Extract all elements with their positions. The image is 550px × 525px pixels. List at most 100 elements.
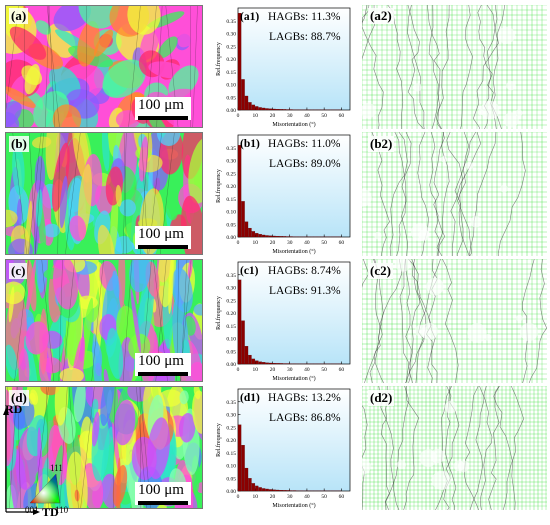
histogram-bar: [248, 478, 252, 492]
grain: [192, 390, 202, 434]
x-tick-label: 0: [237, 113, 240, 119]
grain-boundary-line: [123, 133, 127, 254]
grain-boundary-line: [28, 133, 42, 254]
grain: [16, 198, 22, 234]
y-tick-label: 0.05: [226, 95, 236, 101]
blank-region: [362, 102, 376, 119]
blank-region: [484, 333, 492, 341]
x-tick-label: 0: [237, 367, 240, 373]
misorientation-histogram-a1: 0.00 0.05 0.10 0.15 0.20 0.25 0.30 0.35 0 10 20 30 4…: [215, 7, 351, 128]
grain: [164, 191, 179, 221]
grain: [168, 260, 174, 314]
histogram-bar: [279, 236, 283, 238]
lagbs-text: LAGBs: 91.3%: [269, 285, 341, 297]
grain: [21, 65, 42, 86]
grain-boundary-line: [6, 6, 19, 111]
x-axis-label: Misorientation (°): [272, 375, 315, 382]
gb-map-a2: [362, 5, 547, 129]
grain-boundary-line: [6, 387, 8, 449]
blank-region: [394, 259, 411, 272]
blank-region: [374, 231, 382, 240]
grain-boundary-line: [17, 387, 21, 508]
x-tick-label: 40: [304, 367, 310, 373]
grain: [13, 408, 26, 430]
y-tick-label: 0.25: [226, 44, 236, 50]
histogram-bar: [268, 108, 273, 111]
histogram-bar: [255, 360, 259, 365]
hagb-line: [403, 386, 420, 510]
y-tick-label: 0.25: [226, 425, 236, 431]
grain-boundary-line: [28, 133, 37, 254]
y-tick-label: 0.10: [226, 464, 236, 470]
lagbs-text: LAGBs: 89.0%: [269, 158, 341, 170]
y-tick-label: 0.35: [226, 19, 236, 25]
grain-boundary-line: [192, 6, 198, 127]
td-label: TD: [42, 505, 59, 519]
hagb-line: [428, 5, 442, 129]
grain: [193, 387, 201, 400]
histogram-bar: [265, 488, 269, 492]
hagb-line: [479, 386, 493, 510]
rd-label: RD: [5, 402, 23, 416]
grain: [118, 260, 126, 309]
hagb-line: [362, 386, 368, 510]
histogram-bar: [279, 109, 283, 111]
hagbs-text: HAGBs: 11.3%: [268, 11, 341, 23]
grain: [179, 390, 189, 405]
scale-text: 100 μm: [138, 226, 184, 242]
lagbs-text: LAGBs: 86.8%: [269, 412, 341, 424]
histogram-bar: [251, 104, 256, 111]
blank-region: [410, 223, 430, 242]
x-tick-label: 10: [252, 367, 258, 373]
grain: [24, 335, 39, 381]
hagb-line: [427, 5, 441, 129]
grain-boundary-line: [128, 6, 141, 127]
blank-region: [470, 216, 482, 228]
grain-boundary-line: [9, 387, 18, 508]
histogram-bar: [237, 145, 242, 238]
grain-boundary-line: [59, 387, 68, 508]
y-tick-label: 0.20: [226, 311, 236, 317]
y-tick-label: 0.35: [226, 273, 236, 279]
hagb-line: [445, 386, 457, 510]
histogram-bar: [241, 444, 245, 492]
grain: [35, 189, 43, 227]
grain: [35, 260, 48, 293]
y-tick-label: 0.25: [226, 171, 236, 177]
grain-boundary-line: [48, 6, 55, 127]
histogram-bar: [244, 95, 249, 111]
grain: [93, 29, 114, 57]
panel-label-d: (d): [9, 390, 29, 406]
grain: [59, 175, 68, 229]
blank-region: [506, 80, 516, 91]
grain: [73, 387, 86, 423]
blank-region: [431, 470, 452, 490]
blank-region: [362, 189, 372, 207]
grain: [25, 321, 49, 355]
hagb-line: [450, 132, 482, 256]
grain: [34, 155, 46, 195]
x-tick-label: 40: [304, 494, 310, 500]
y-tick-label: 0.10: [226, 210, 236, 216]
hagb-line: [394, 132, 409, 256]
histogram-bar: [265, 362, 269, 365]
scale-bar-line: [138, 116, 188, 120]
grain-boundary-line: [80, 387, 95, 508]
hagb-line: [488, 386, 500, 510]
blank-region: [426, 277, 444, 296]
y-tick-label: 0.05: [226, 476, 236, 482]
x-tick-label: 0: [237, 240, 240, 246]
grain: [188, 137, 202, 204]
grain: [112, 270, 120, 299]
hagb-line: [521, 259, 535, 383]
x-axis-label: Misorientation (°): [272, 502, 315, 509]
x-tick-label: 20: [270, 494, 276, 500]
x-tick-label: 30: [287, 494, 293, 500]
grain: [6, 209, 18, 228]
y-tick-label: 0.35: [226, 146, 236, 152]
y-tick-label: 0.20: [226, 438, 236, 444]
grain: [156, 133, 181, 146]
histogram-bar: [282, 236, 287, 238]
grain: [37, 427, 43, 499]
y-tick-label: 0.25: [226, 298, 236, 304]
